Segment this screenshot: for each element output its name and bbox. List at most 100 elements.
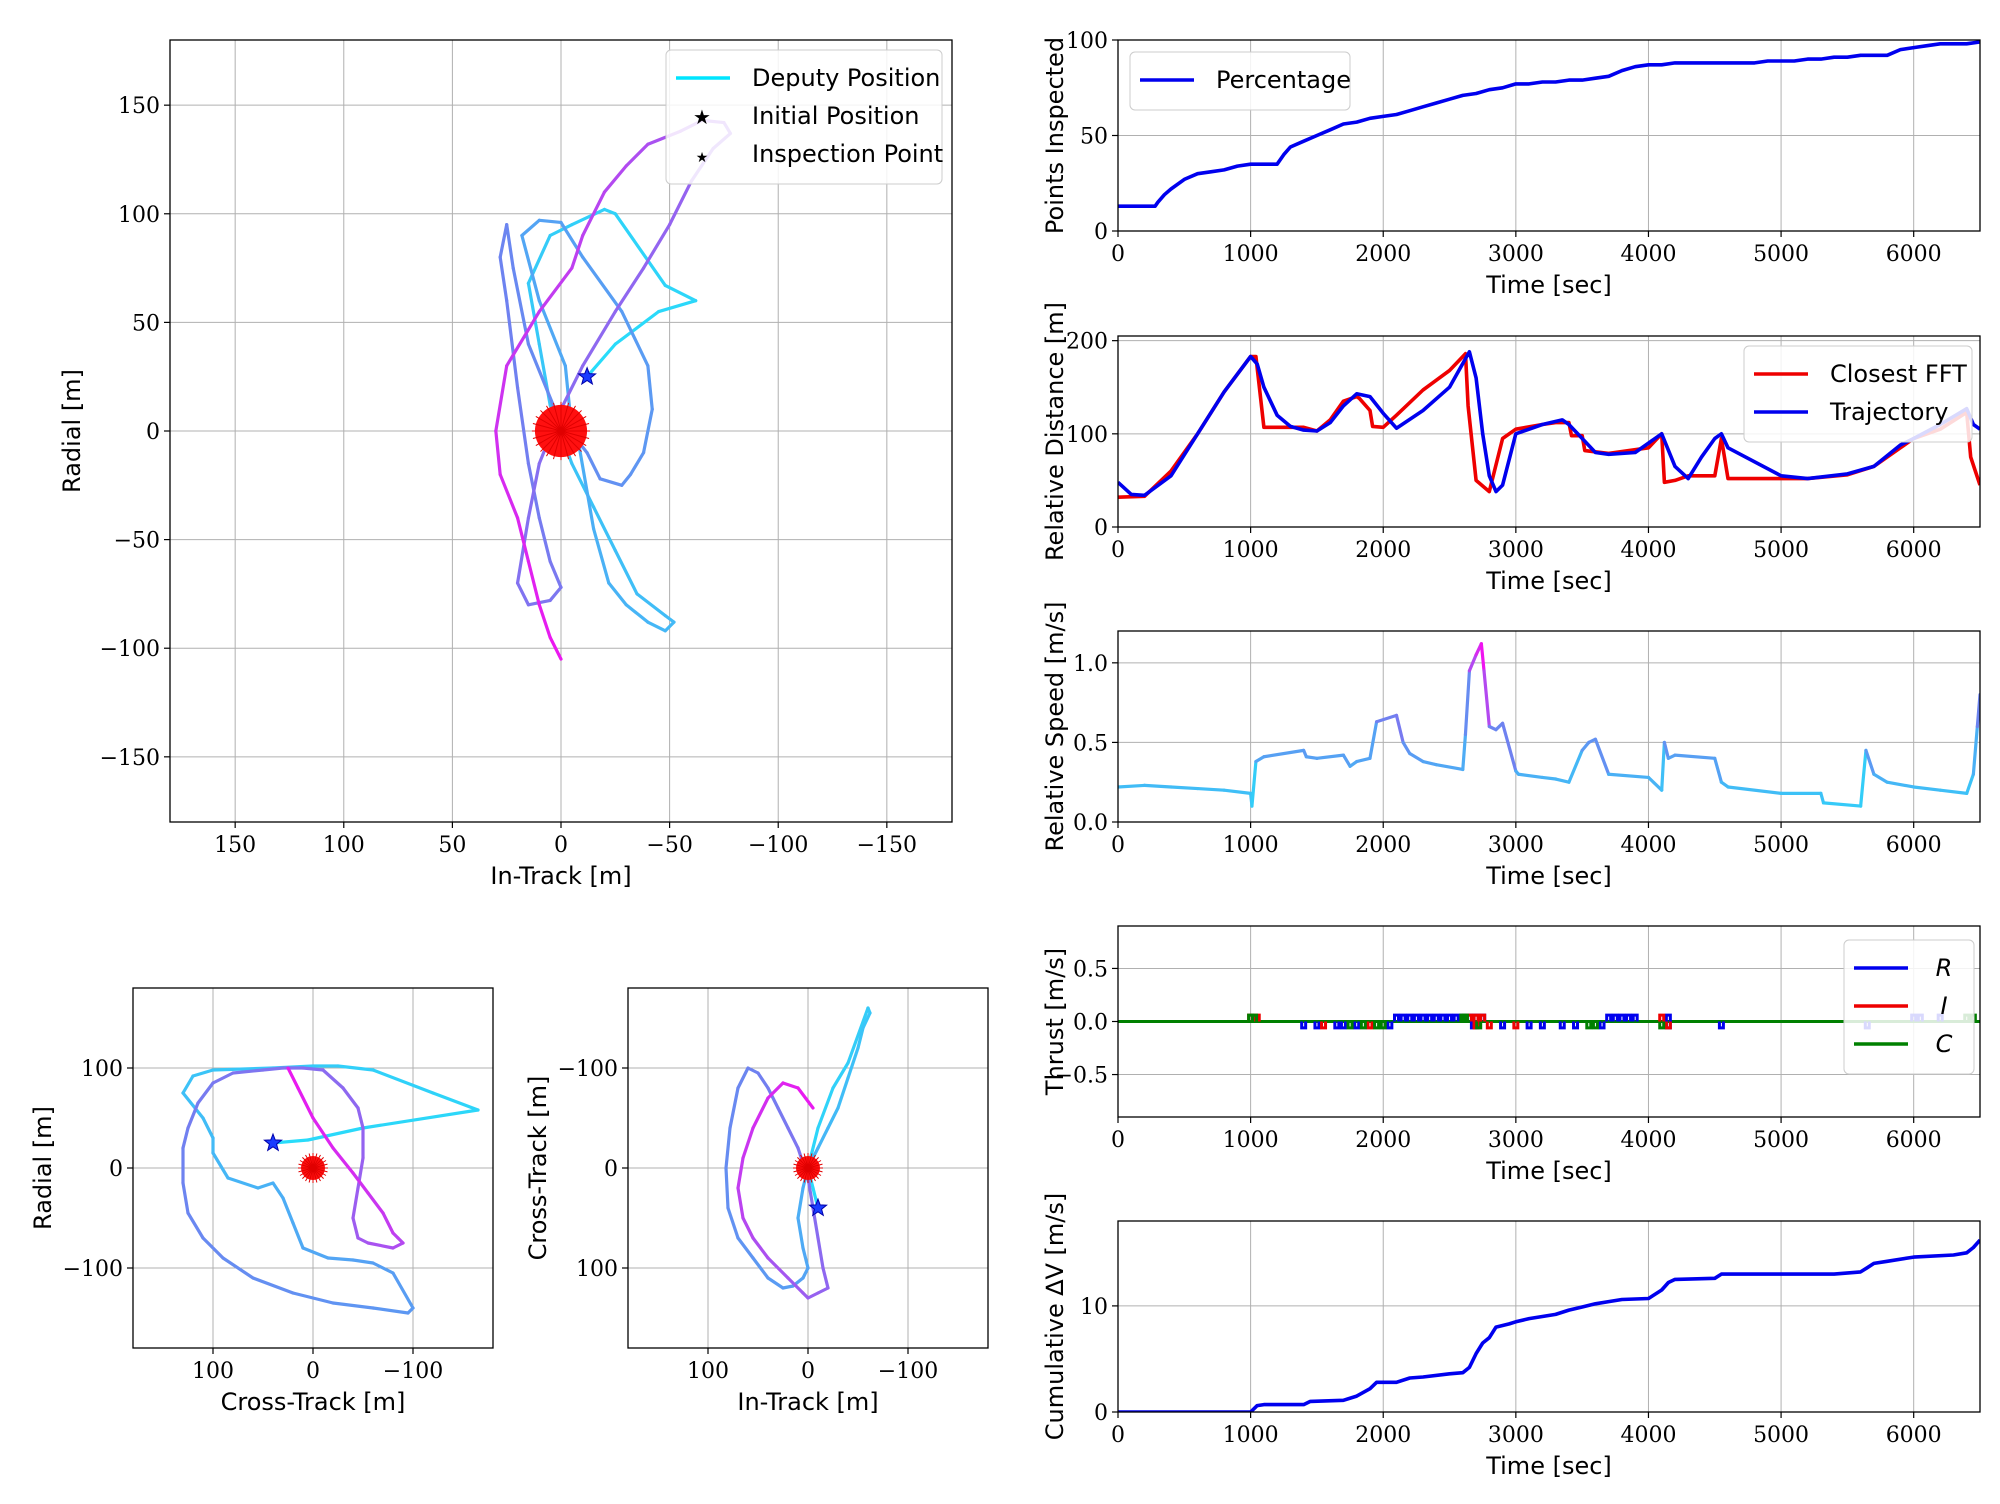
trajectory-segment [331, 1146, 355, 1175]
axes-frame [627, 987, 989, 1349]
y-tick-label: −100 [558, 1057, 618, 1082]
thrust-pulse-r [1426, 1013, 1434, 1022]
trajectory-segment [291, 1221, 305, 1250]
inspection-point [312, 1167, 318, 1183]
inspection-point [793, 1167, 809, 1173]
trajectory-segment [781, 1284, 795, 1290]
inspection-point [312, 1167, 321, 1182]
y-tick-label: 1.0 [1073, 652, 1108, 677]
thrust-pulse-c [1461, 1013, 1469, 1022]
trajectory-segment [231, 1068, 265, 1075]
trajectory-segment [537, 603, 552, 639]
y-tick-label: 0 [604, 1157, 618, 1182]
thrust-pulse-i [1472, 1013, 1480, 1022]
trajectory-segment [520, 218, 541, 238]
x-axis-label: Time [sec] [1485, 1157, 1612, 1185]
y-tick-label: 0 [109, 1157, 123, 1182]
thrust-pulse-r [1631, 1013, 1639, 1022]
trajectory-segment [831, 1061, 850, 1090]
inspection-point [807, 1153, 813, 1169]
trajectory-segment [856, 1026, 865, 1050]
trajectory-segment [663, 614, 676, 624]
trajectory-segment [728, 1086, 740, 1130]
trajectory-segment [526, 281, 541, 346]
series-segment [1938, 788, 1969, 795]
inspection-point [807, 1167, 819, 1179]
inspection-point [312, 1160, 327, 1169]
inspection-point [560, 402, 570, 432]
series-segment [1408, 751, 1425, 764]
trajectory-segment [526, 559, 541, 607]
trajectory-segment [801, 1266, 810, 1280]
trajectory-segment [261, 1066, 285, 1072]
x-tick-label: 6000 [1886, 538, 1942, 563]
thrust-pulse-r [1499, 1021, 1507, 1030]
trajectory-segment [498, 223, 509, 259]
series-segment [1821, 801, 1863, 808]
x-tick-label: 6000 [1886, 1423, 1942, 1448]
trajectory-segment [356, 1106, 365, 1130]
trajectory-segment [526, 342, 559, 416]
y-axis-label: Radial [m] [58, 369, 86, 493]
y-tick-label: 100 [1066, 29, 1108, 54]
x-tick-label: 100 [687, 1359, 729, 1384]
trajectory-segment [576, 440, 596, 531]
legend: Closest FFT Trajectory [1743, 345, 1973, 443]
trajectory-segment [191, 1068, 215, 1078]
series-segment [1726, 785, 1783, 795]
trajectory-segment [211, 1066, 275, 1072]
thrust-pulse-c [1346, 1021, 1354, 1030]
inspection-point [532, 422, 562, 432]
inspection-point [552, 430, 562, 460]
trajectory-segment [570, 207, 607, 227]
trajectory-segment [624, 142, 650, 168]
trajectory-segment [356, 1236, 370, 1245]
series-segment [1304, 755, 1319, 760]
trajectory-segment [371, 1261, 395, 1275]
thrust-pulse-r [1439, 1013, 1447, 1022]
trajectory-segment [663, 620, 676, 633]
trajectory-segment [271, 1181, 285, 1200]
trajectory-segment [351, 1258, 375, 1265]
plot-area [1118, 40, 1980, 208]
x-tick-label: 4000 [1620, 1423, 1676, 1448]
trajectory-segment [537, 266, 574, 314]
thrust-pulse-c [1475, 1021, 1483, 1030]
thrust-pulse-i [1485, 1021, 1493, 1030]
thrust-pulse-c [1591, 1021, 1599, 1030]
thrust-pulse-r [1393, 1013, 1400, 1022]
trajectory-segment [211, 1151, 230, 1180]
trajectory-segment [766, 1256, 790, 1280]
series-segment [1315, 753, 1346, 760]
inspection-point [540, 410, 562, 432]
series-segment [1864, 748, 1876, 776]
thrust-pulse-r [1399, 1013, 1407, 1022]
trajectory-segment [526, 461, 541, 520]
x-tick-label: 4000 [1620, 1128, 1676, 1153]
legend-label: Inspection Point [752, 140, 943, 168]
x-tick-label: 0 [1111, 538, 1125, 563]
thrust-pulse-r [1452, 1013, 1460, 1022]
axes-frame [1117, 39, 1981, 232]
trajectory-segment [613, 548, 639, 596]
thrust-pulse-r [1664, 1013, 1672, 1022]
trajectory-segment [751, 1096, 770, 1130]
y-axis-label: Cumulative ∆V [m/s] [1041, 1193, 1069, 1440]
x-tick-label: 6000 [1886, 833, 1942, 858]
trajectory-segment [581, 309, 617, 368]
trajectory-segment [766, 1081, 785, 1100]
inspection-point [560, 430, 576, 457]
trajectory-segment [816, 1086, 835, 1130]
trajectory-segment [371, 1068, 435, 1095]
thrust-pulse-i [1664, 1021, 1672, 1030]
trajectory-segment [498, 255, 509, 303]
x-tick-label: −100 [878, 1359, 938, 1384]
trajectory-segment [221, 1256, 255, 1280]
trajectory-segment [598, 477, 624, 487]
thrust-pulse-c [1379, 1021, 1387, 1030]
thrust-pulse-r [1300, 1021, 1308, 1030]
y-tick-label: 0 [1094, 220, 1108, 245]
inspection-point [535, 416, 562, 432]
trajectory-segment [724, 1126, 732, 1170]
trajectory-segment [736, 1186, 745, 1220]
